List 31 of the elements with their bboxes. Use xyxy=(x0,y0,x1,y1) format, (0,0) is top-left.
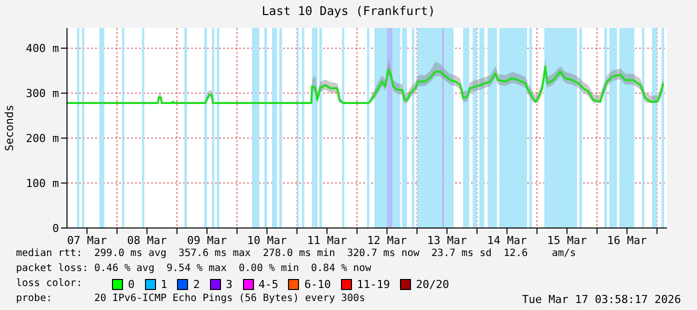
x-tick-label: 11 Mar xyxy=(307,234,348,247)
x-tick-label: 16 Mar xyxy=(607,234,648,247)
y-tick-label: 0 xyxy=(52,222,59,235)
text: 20/20 xyxy=(416,278,450,291)
text: 0 xyxy=(128,278,135,291)
text: loss color: xyxy=(16,278,82,289)
x-tick-label: 10 Mar xyxy=(247,234,288,247)
y-tick-label: 200 m xyxy=(26,132,60,146)
x-tick-label: 08 Mar xyxy=(127,234,168,247)
text: Tue Mar 17 03:58:17 2026 xyxy=(522,293,681,306)
text: 3 xyxy=(226,278,232,291)
text: probe: 20 IPv6-ICMP Echo Pings (56 Bytes) every 300s xyxy=(16,293,366,304)
x-tick-label: 15 Mar xyxy=(547,234,588,247)
x-tick-label: 07 Mar xyxy=(67,234,108,247)
text: 11-19 xyxy=(356,278,390,291)
text: 1 xyxy=(160,278,168,291)
text: 4-5 xyxy=(258,278,278,291)
x-tick-label: 14 Mar xyxy=(487,234,528,247)
text: packet loss: 0.46 % avg 9.54 % max 0.00 % min 0.84 % now xyxy=(16,263,372,274)
y-tick-label: 400 m xyxy=(26,42,60,56)
line-series xyxy=(67,66,664,104)
text: 6-10 xyxy=(304,278,331,291)
x-tick-label: 13 Mar xyxy=(427,234,468,247)
y-tick-label: 300 m xyxy=(26,87,60,100)
chart-title: Last 10 Days (Frankfurt) xyxy=(260,4,436,18)
y-axis-title: Seconds xyxy=(2,104,16,152)
text: 2 xyxy=(193,278,200,291)
text: median rtt: 299.0 ms avg 357.6 ms max 278.0 ms min 320.7 ms now 23.7 ms sd 12.6 am/s xyxy=(16,248,576,259)
x-tick-label: 12 Mar xyxy=(367,234,408,247)
y-tick-label: 100 m xyxy=(26,176,60,190)
x-tick-label: 09 Mar xyxy=(187,234,228,247)
